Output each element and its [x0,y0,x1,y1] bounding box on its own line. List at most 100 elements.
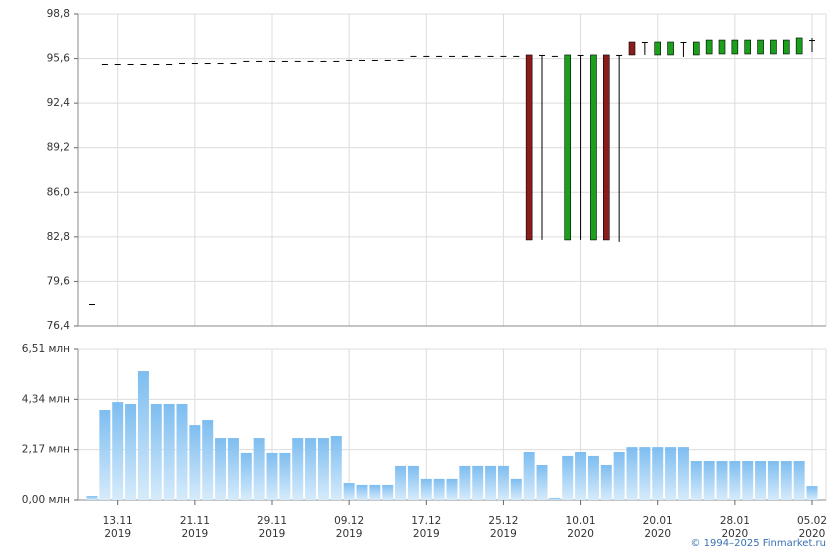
volume-bar [780,461,792,500]
volume-bar [215,438,227,500]
volume-bar [176,403,188,500]
candle-body [114,64,121,66]
volume-bar [575,451,587,500]
volume-bar [420,478,432,500]
candle-body [410,55,417,57]
volume-bar [305,438,317,500]
volume-bar [227,438,239,500]
candle-body [513,55,520,57]
y-tick-label: 4,34 млн [22,393,70,405]
candle-body [770,39,777,55]
candle-body [346,59,353,61]
x-tick-label: 13.11 [103,515,133,527]
volume-bar [253,438,265,500]
volume-bar [202,419,214,500]
volume-bar [446,478,458,500]
candle-body [371,59,378,61]
y-tick-label: 98,8 [47,8,70,20]
candle-body [487,55,494,57]
volume-bar [317,438,329,500]
volume-bar [86,496,98,500]
candle-body [256,60,263,62]
volume-bar [793,461,805,500]
volume-bar [562,455,574,500]
candle-body [525,54,533,241]
candle-body [333,60,340,62]
candle-body [782,39,790,55]
candle-body [179,63,185,65]
candle-body [731,39,739,55]
y-tick-label: 2,17 млн [22,444,70,456]
candle-body [616,54,623,56]
y-tick-label: 79,6 [47,275,71,287]
y-tick-label: 0,00 млн [22,494,70,506]
copyright[interactable]: © 1994–2025 Finmarket.ru [690,538,826,549]
x-tick-label: 28.01 [720,515,750,527]
volume-bar [189,425,201,500]
volume-bar [716,461,728,500]
x-tick-label: 20.01 [643,515,673,527]
volume-bar [729,461,741,500]
y-tick-label: 6,51 млн [22,343,70,355]
x-tick-label: 29.11 [257,515,287,527]
candle-body [809,40,815,42]
candle-body [628,41,636,56]
candle-body [217,63,224,65]
volume-bar [112,402,124,500]
candle-body [436,55,443,57]
volume-bar [497,465,509,500]
volume-bar [433,478,445,500]
x-tick-year: 2019 [259,528,286,540]
volume-bar [600,464,612,500]
candle-body [795,37,803,55]
volume-bar [279,452,291,500]
volume-bar [767,461,779,500]
volume-bar [343,483,355,500]
volume-bar [755,461,767,500]
y-tick-label: 76,4 [47,320,71,332]
volume-bar [742,461,754,500]
volume-bar [523,451,535,500]
volume-bar [587,455,599,500]
volume-bar [382,484,394,500]
candle-body [140,64,147,66]
candle-body [654,41,662,56]
volume-bar [472,465,484,500]
candle-body [551,55,558,57]
candle-body [397,59,404,61]
volume-bar [137,371,149,500]
volume-bar [369,484,381,500]
candle-body [191,63,198,65]
candle-body [757,39,764,55]
candle-body [692,41,700,56]
y-tick-label: 89,2 [47,142,70,154]
volume-bar [806,486,818,500]
volume-bar [240,452,252,500]
volume-bar [485,465,497,500]
volume-bar [266,452,278,500]
candle-body [166,64,173,66]
y-tick-label: 95,6 [47,53,71,65]
candle-body [89,303,95,305]
candle-body [539,54,545,56]
volume-bar [652,447,664,500]
candle-body [590,54,597,241]
y-tick-label: 86,0 [47,186,70,198]
x-tick-year: 2020 [721,528,748,540]
x-tick-label: 05.02 [797,515,827,527]
candle-body [204,63,211,65]
candle-body [564,54,572,241]
volume-bar [549,497,561,500]
x-tick-label: 21.11 [180,515,210,527]
candle-body [667,41,674,56]
candle-body [281,60,288,62]
candle-body [384,59,391,61]
volume-bar [677,447,689,500]
x-tick-year: 2020 [644,528,671,540]
candle-body [127,64,134,66]
x-tick-year: 2019 [490,528,517,540]
y-tick-label: 92,4 [47,97,71,109]
candle-body [230,63,237,65]
candle-body [680,41,687,43]
